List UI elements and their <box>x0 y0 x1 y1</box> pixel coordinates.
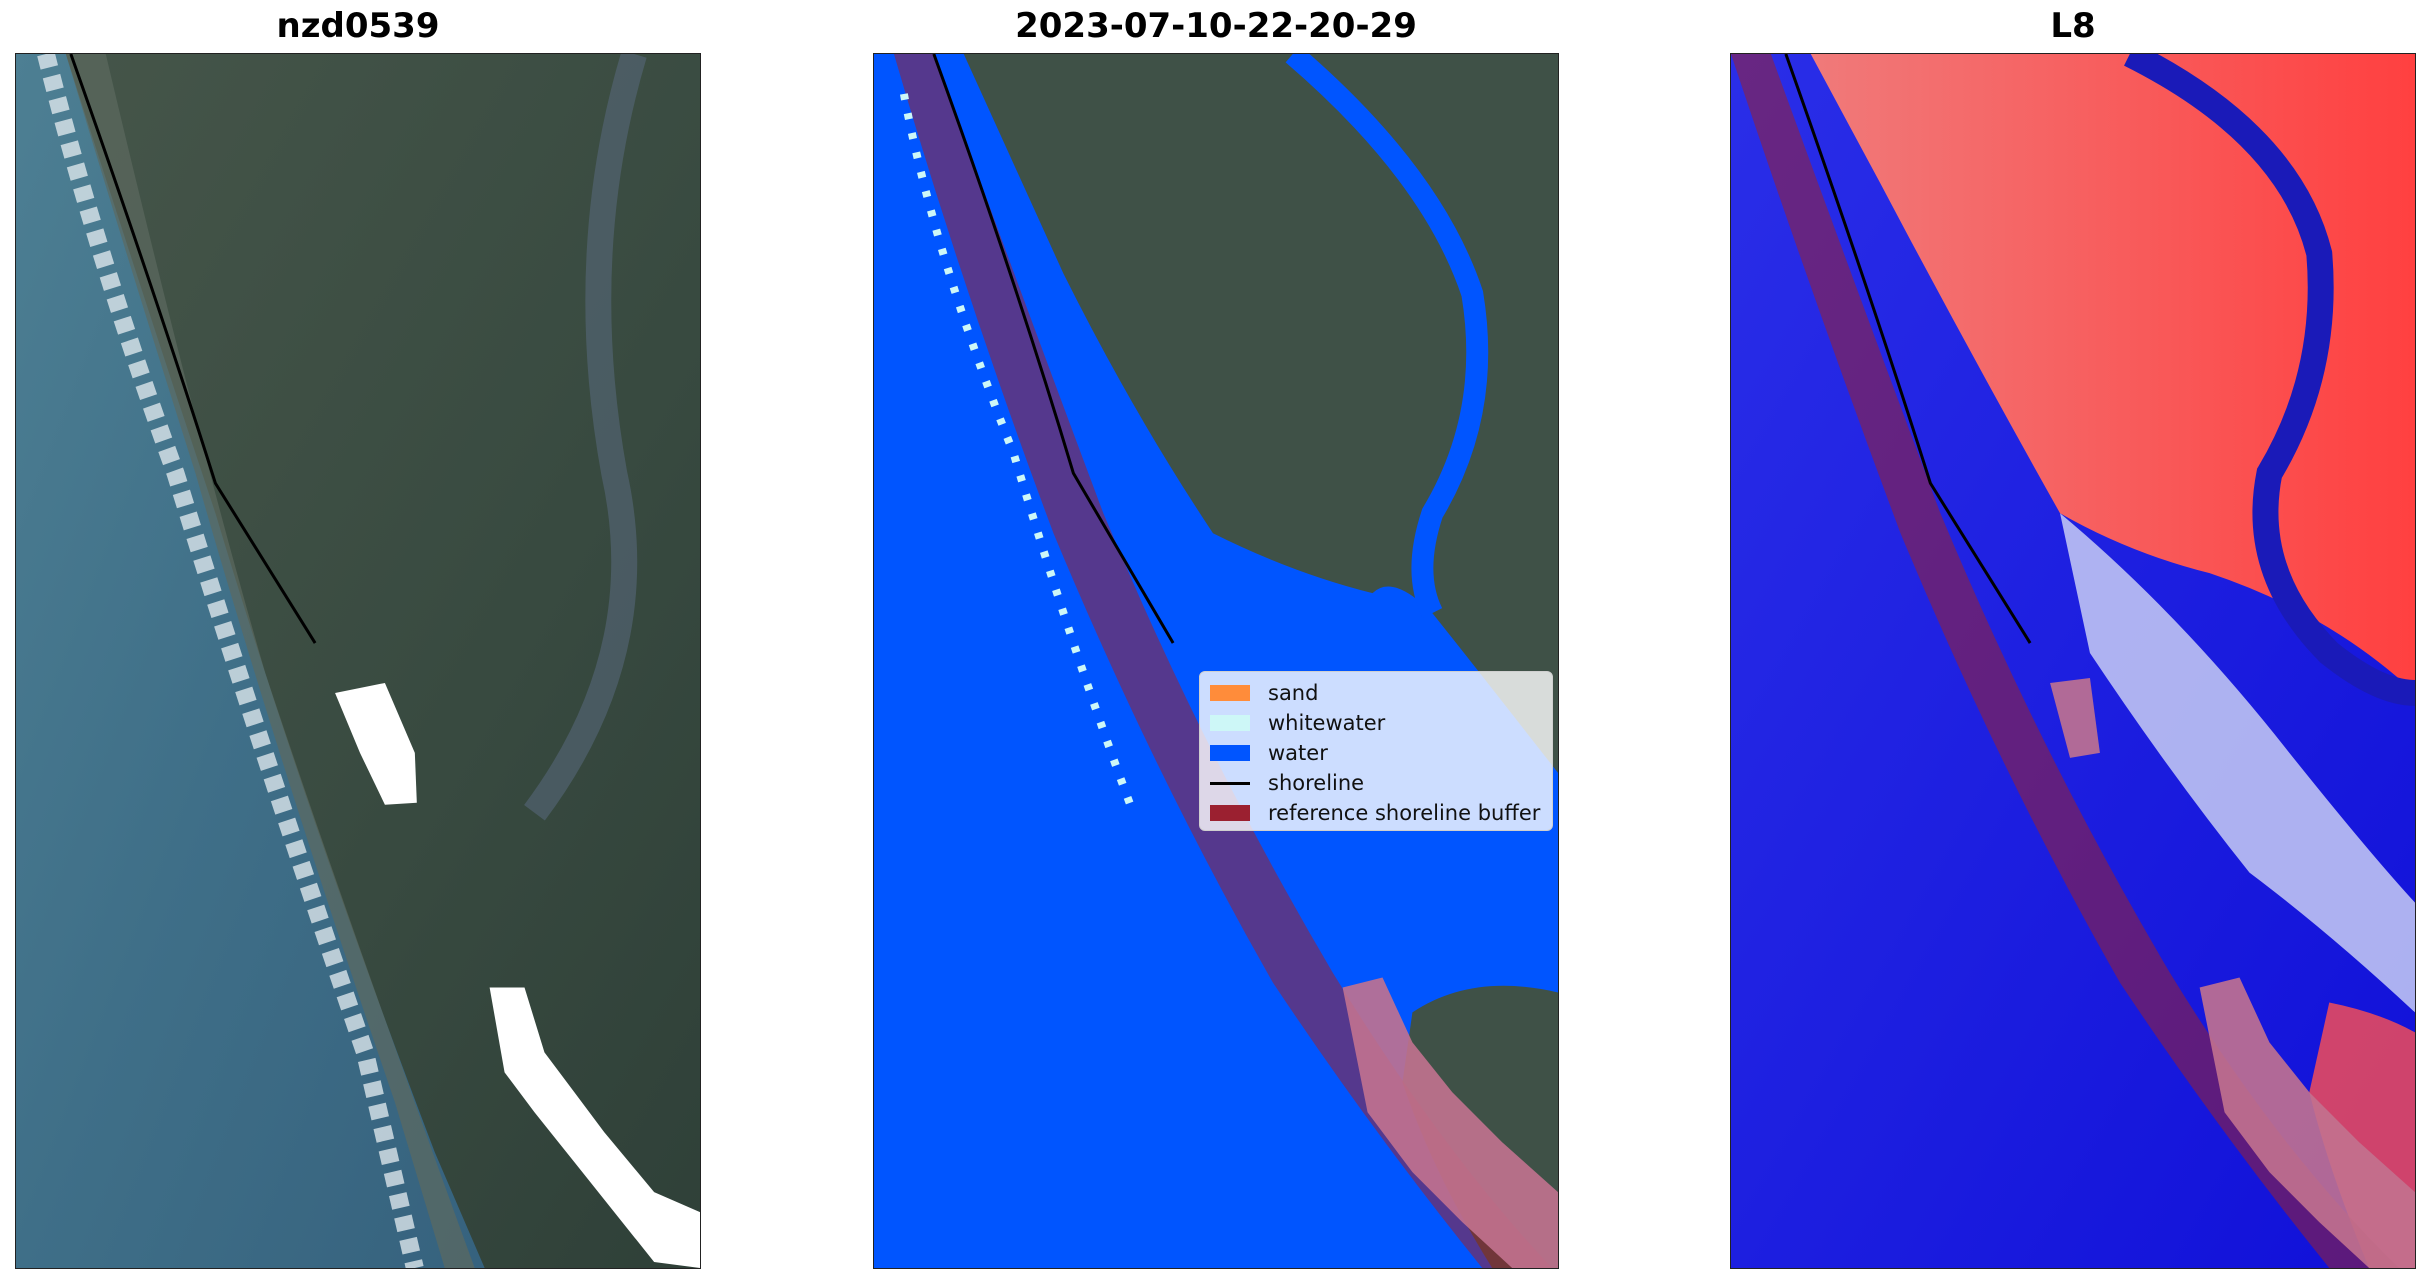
legend-swatch-whitewater <box>1210 715 1250 731</box>
nodata-patch <box>489 987 700 1268</box>
transition-zone <box>2060 513 2415 1013</box>
index-image-panel <box>1730 53 2416 1269</box>
nodata-buffer-overlap <box>1342 977 1558 1268</box>
legend-label: whitewater <box>1268 711 1386 735</box>
ocean-area <box>16 54 485 1268</box>
rgb-image-panel <box>15 53 701 1269</box>
panel-title-classified: 2023-07-10-22-20-29 <box>1015 6 1417 46</box>
classified-image <box>874 54 1558 1268</box>
legend-label: reference shoreline buffer <box>1268 801 1541 825</box>
index-image <box>1731 54 2415 1268</box>
river-channel <box>524 54 647 821</box>
nodata-buffer-overlap <box>2050 677 2100 758</box>
shoreline-line <box>69 54 317 644</box>
legend-item-whitewater: whitewater <box>1210 708 1542 738</box>
legend-swatch-water <box>1210 745 1250 761</box>
legend-item-water: water <box>1210 738 1542 768</box>
legend-label: water <box>1268 741 1328 765</box>
legend-item-shoreline: shoreline <box>1210 768 1542 798</box>
beach-strip <box>65 54 475 1268</box>
legend-swatch-sand <box>1210 685 1250 701</box>
reference-shoreline-buffer <box>893 54 1553 1268</box>
reference-shoreline-buffer <box>1731 54 2400 1268</box>
legend: sand whitewater water shoreline referenc… <box>1199 671 1553 831</box>
land-area <box>963 54 1558 773</box>
nodata-buffer-overlap <box>2199 977 2415 1268</box>
whitewater-speckles <box>899 93 1137 815</box>
classified-image-panel <box>873 53 1559 1269</box>
shoreline-line <box>932 54 1175 644</box>
legend-swatch-buffer <box>1210 805 1250 821</box>
river-channel <box>2124 54 2415 706</box>
surf-zone <box>37 54 424 1268</box>
river-channel <box>1285 54 1489 618</box>
legend-item-reference-shoreline-buffer: reference shoreline buffer <box>1210 798 1542 828</box>
legend-swatch-shoreline <box>1210 781 1250 785</box>
panel-title-index: L8 <box>2050 6 2096 46</box>
legend-label: shoreline <box>1268 771 1365 795</box>
rgb-satellite-image <box>16 54 700 1268</box>
nodata-patch <box>335 682 417 805</box>
shoreline-line <box>1784 54 2032 644</box>
panel-title-rgb: nzd0539 <box>276 6 440 46</box>
legend-label: sand <box>1268 681 1319 705</box>
legend-item-sand: sand <box>1210 678 1542 708</box>
